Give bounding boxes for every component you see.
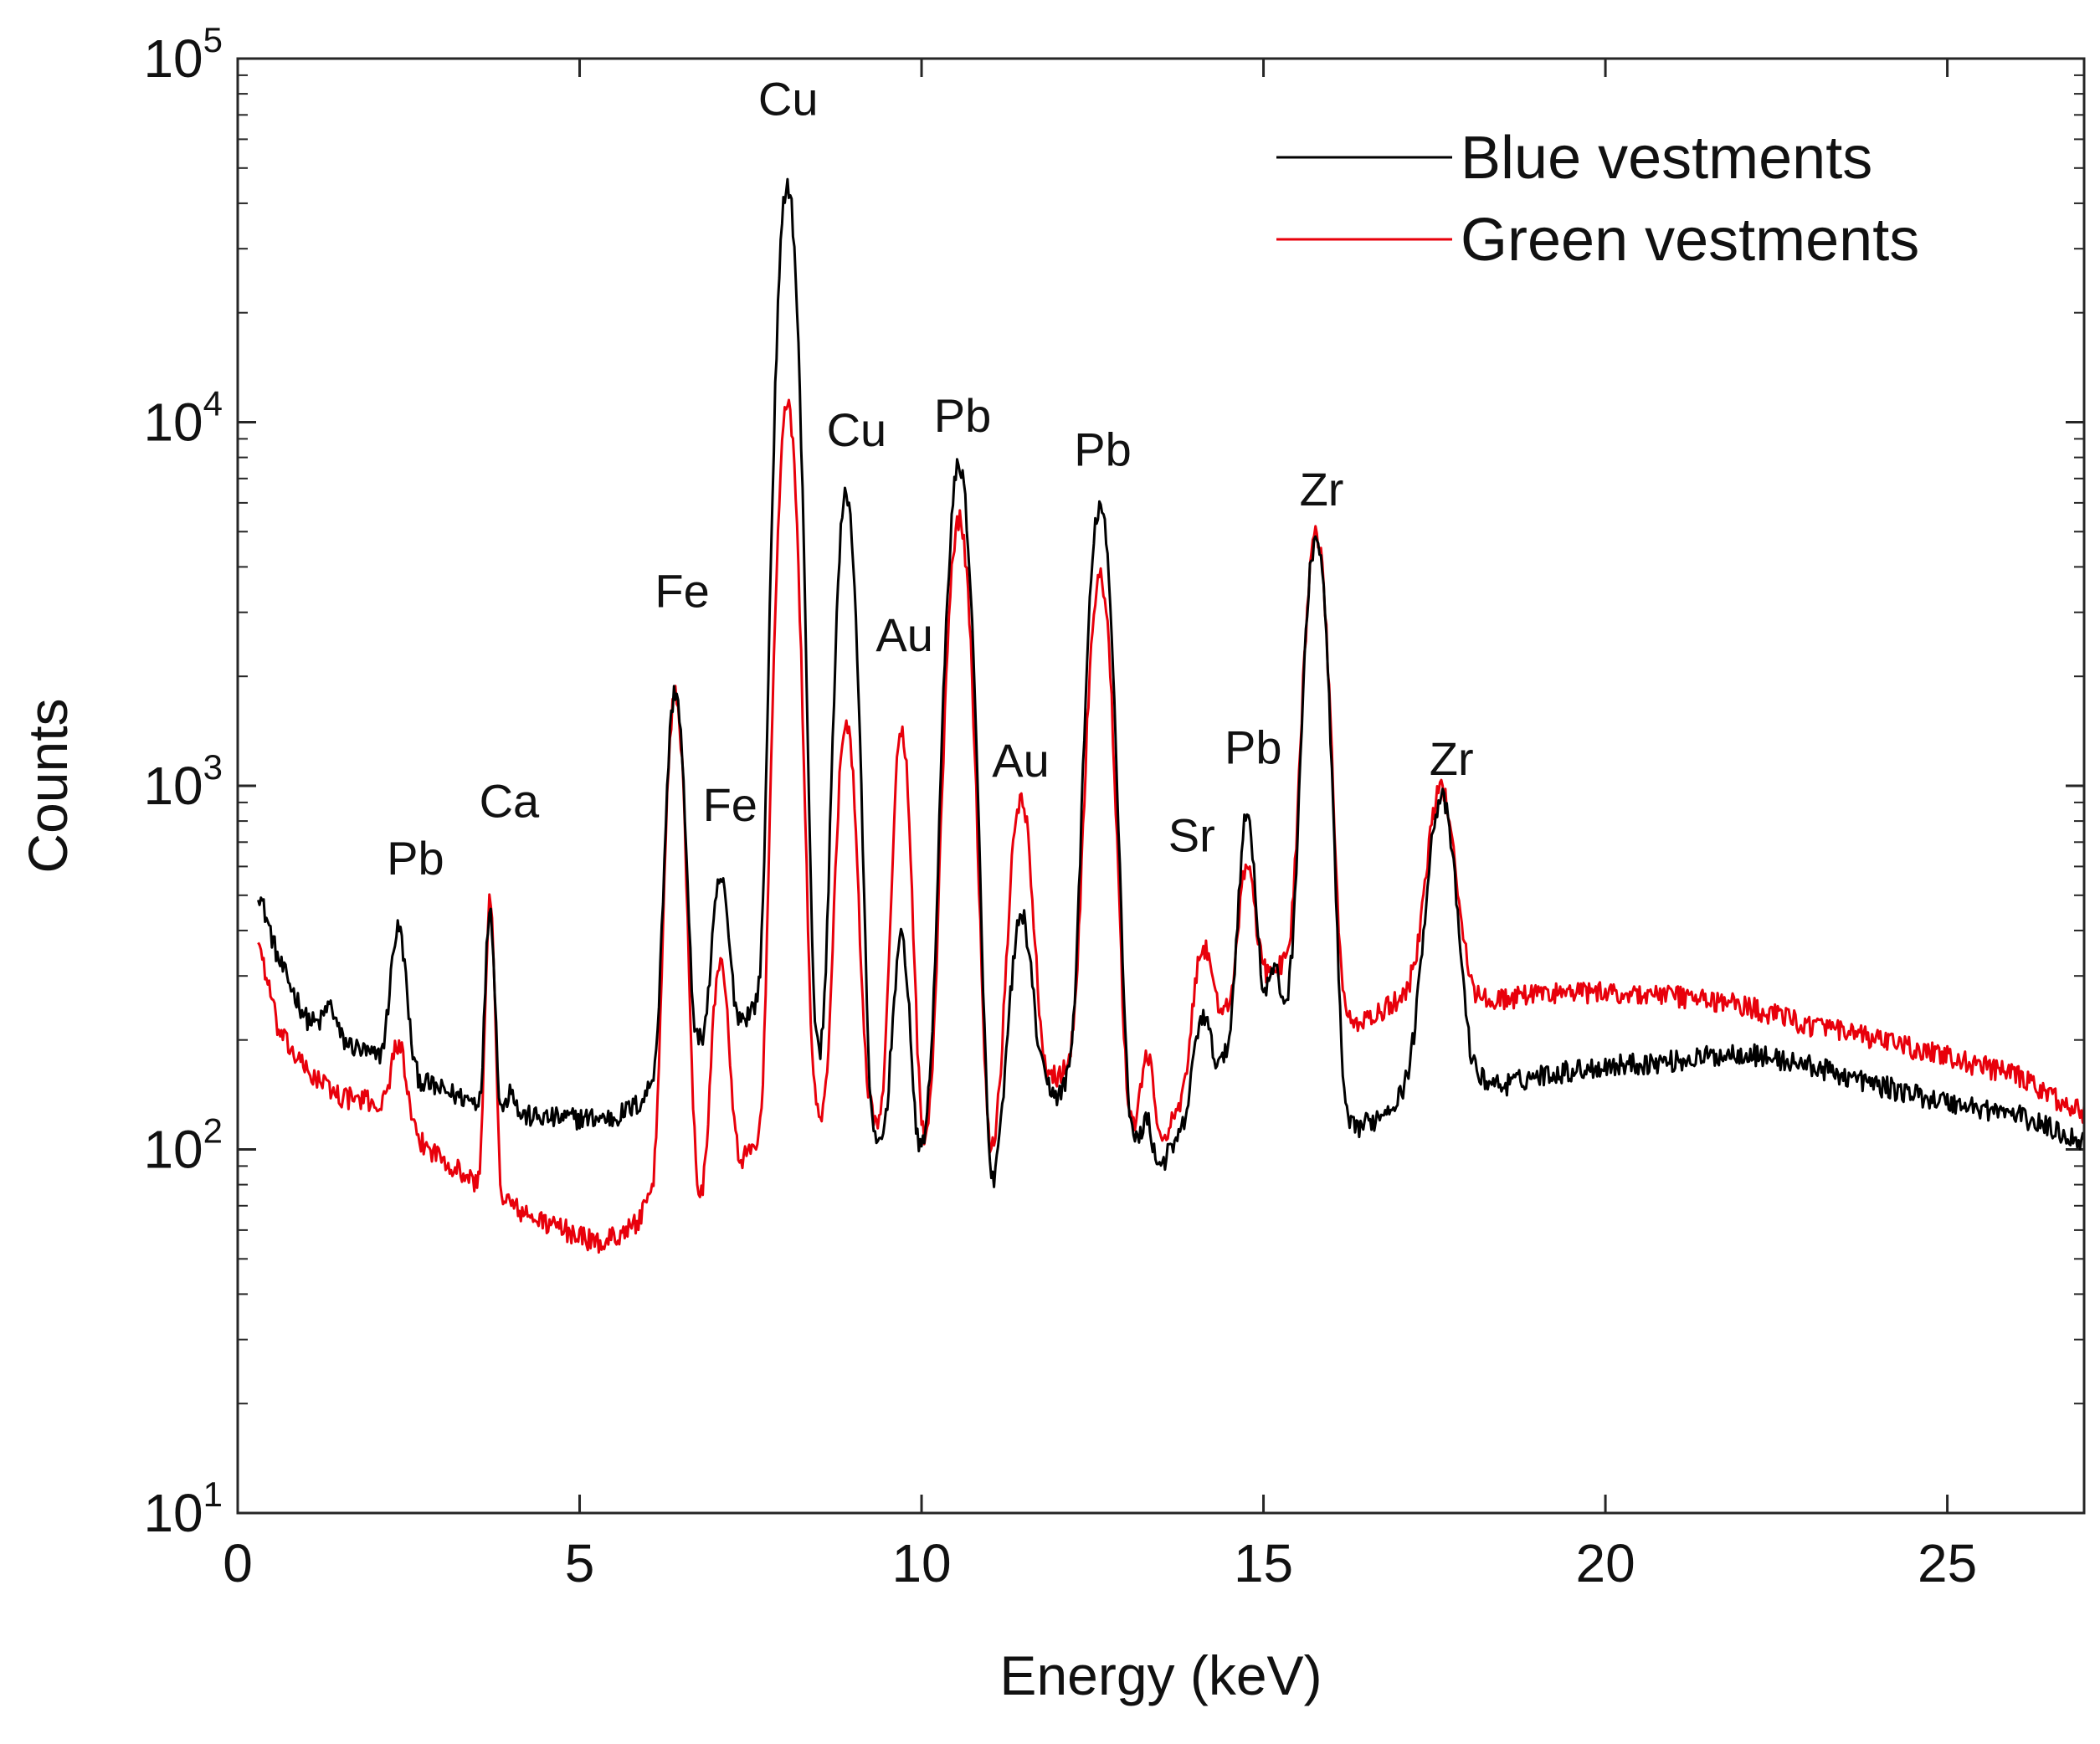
- peak-label: Fe: [703, 778, 757, 831]
- peak-label: Au: [992, 734, 1050, 787]
- peak-label: Pb: [387, 832, 444, 885]
- y-tick-label: 103: [143, 747, 223, 816]
- x-tick-label: 10: [891, 1533, 951, 1593]
- x-tick-label: 5: [565, 1533, 595, 1593]
- y-tick-label: 104: [143, 384, 223, 453]
- x-tick-label: 15: [1234, 1533, 1293, 1593]
- y-tick-label: 105: [143, 20, 223, 89]
- legend-label-blue-vestments: Blue vestments: [1461, 125, 1872, 192]
- x-axis-title: Energy (keV): [999, 1644, 1322, 1706]
- axis-ticks: [236, 57, 2084, 1515]
- plot-background: [238, 59, 2084, 1513]
- series-line-blue-vestments: [257, 177, 2084, 1188]
- y-tick-label: 101: [143, 1475, 223, 1543]
- x-tick-labels: 0 5 10 15 20 25: [223, 1533, 1977, 1593]
- x-tick-label: 20: [1575, 1533, 1635, 1593]
- peak-label: Zr: [1430, 732, 1474, 785]
- peak-label: Cu: [758, 72, 819, 125]
- peak-label: Sr: [1168, 808, 1215, 861]
- x-tick-label: 0: [223, 1533, 253, 1593]
- series-group: [257, 177, 2084, 1254]
- peak-label: Fe: [655, 565, 709, 618]
- y-axis-title: Counts: [17, 698, 79, 873]
- peak-label: Cu: [827, 403, 887, 456]
- peak-label: Au: [875, 608, 933, 661]
- y-tick-labels: 101 102 103 104 105: [143, 20, 223, 1543]
- peak-label: Ca: [480, 774, 540, 827]
- plot-frame: [236, 57, 2086, 1515]
- peak-label: Pb: [934, 389, 992, 442]
- x-tick-label: 25: [1918, 1533, 1977, 1593]
- peak-label: Pb: [1074, 423, 1132, 475]
- peak-label: Pb: [1225, 721, 1282, 774]
- y-tick-label: 102: [143, 1111, 223, 1180]
- legend: Blue vestments Green vestments: [1276, 125, 1919, 274]
- series-line-green-vestments: [257, 398, 2084, 1254]
- legend-label-green-vestments: Green vestments: [1461, 207, 1919, 274]
- peak-label: Zr: [1300, 463, 1344, 516]
